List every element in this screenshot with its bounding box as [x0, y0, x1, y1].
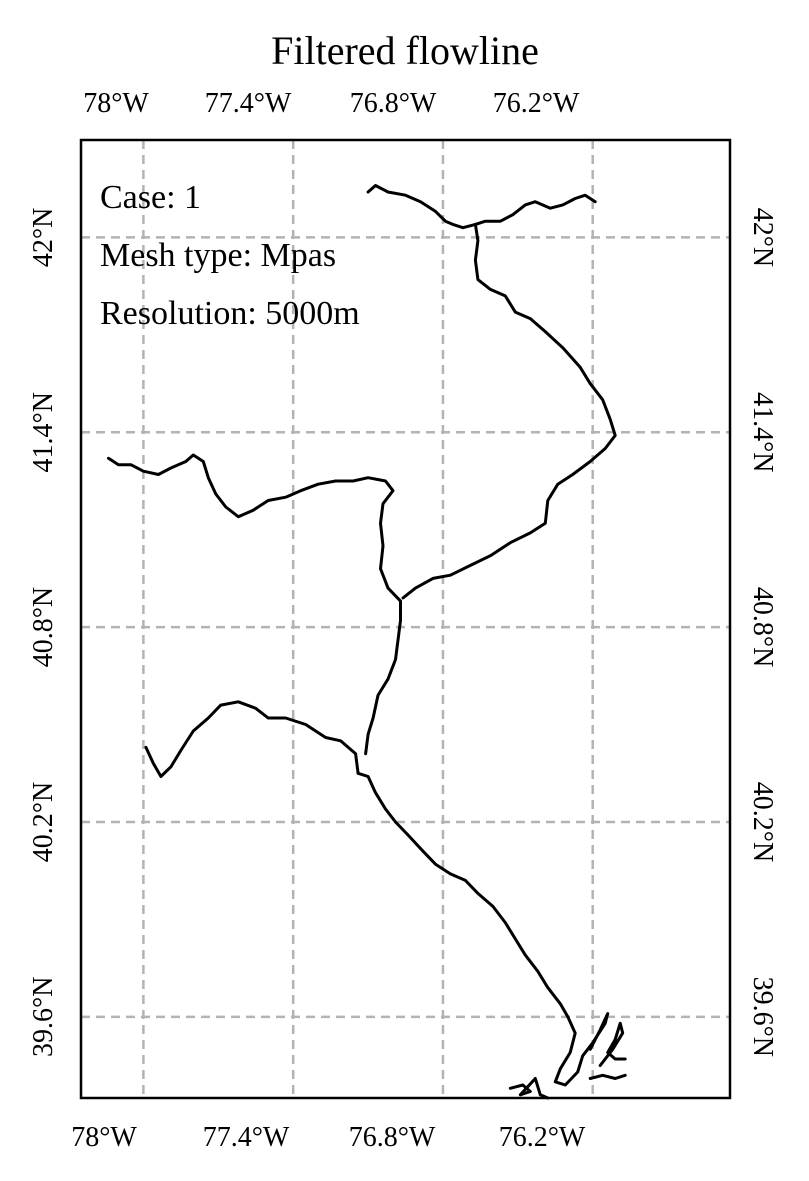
lon-tick-bottom-2: 76.8°W: [349, 1122, 436, 1153]
flowline-bay-outline-4: [508, 1077, 550, 1100]
lon-tick-top-0: 78°W: [83, 88, 149, 119]
tick-labels: 78°W 77.4°W 76.8°W 76.2°W 78°W 77.4°W 76.8°W 76…: [28, 88, 778, 1153]
mesh-type-annotation: Mesh type: Mpas: [100, 237, 336, 274]
lon-tick-bottom-1: 77.4°W: [203, 1122, 290, 1153]
lat-tick-right-1: 41.4°N: [747, 392, 778, 472]
flowline-north-branch-main: [401, 222, 617, 600]
lat-tick-left-3: 40.2°N: [28, 782, 59, 862]
lon-tick-bottom-3: 76.2°W: [499, 1122, 586, 1153]
map-frame: [79, 138, 732, 1100]
flowline-west-branch: [107, 453, 402, 756]
flowline-bay-outline-2: [598, 1021, 627, 1067]
lon-tick-top-3: 76.2°W: [493, 88, 580, 119]
lat-tick-right-0: 42°N: [747, 208, 778, 267]
flowline-juniata-branch: [144, 700, 360, 778]
lat-tick-left-4: 39.6°N: [28, 977, 59, 1057]
flowline-bay-outline-1: [553, 1012, 610, 1087]
case-annotation: Case: 1: [100, 179, 201, 216]
lat-tick-left-0: 42°N: [28, 208, 59, 267]
lat-tick-right-2: 40.8°N: [747, 587, 778, 667]
flowline-main-stem: [356, 771, 570, 1019]
lat-tick-left-1: 41.4°N: [28, 392, 59, 472]
lon-tick-top-2: 76.8°W: [350, 88, 437, 119]
flowline-north-branch: [366, 184, 597, 230]
map-title: Filtered flowline: [271, 28, 539, 73]
lat-tick-left-2: 40.8°N: [28, 587, 59, 667]
lat-tick-right-4: 39.6°N: [747, 977, 778, 1057]
lon-tick-top-1: 77.4°W: [205, 88, 292, 119]
flowline-layer: [107, 184, 627, 1100]
flowline-bay-outline-3: [588, 1073, 627, 1080]
resolution-annotation: Resolution: 5000m: [100, 295, 360, 332]
graticule: [81, 140, 730, 1098]
lon-tick-bottom-0: 78°W: [71, 1122, 137, 1153]
lat-tick-right-3: 40.2°N: [747, 782, 778, 862]
